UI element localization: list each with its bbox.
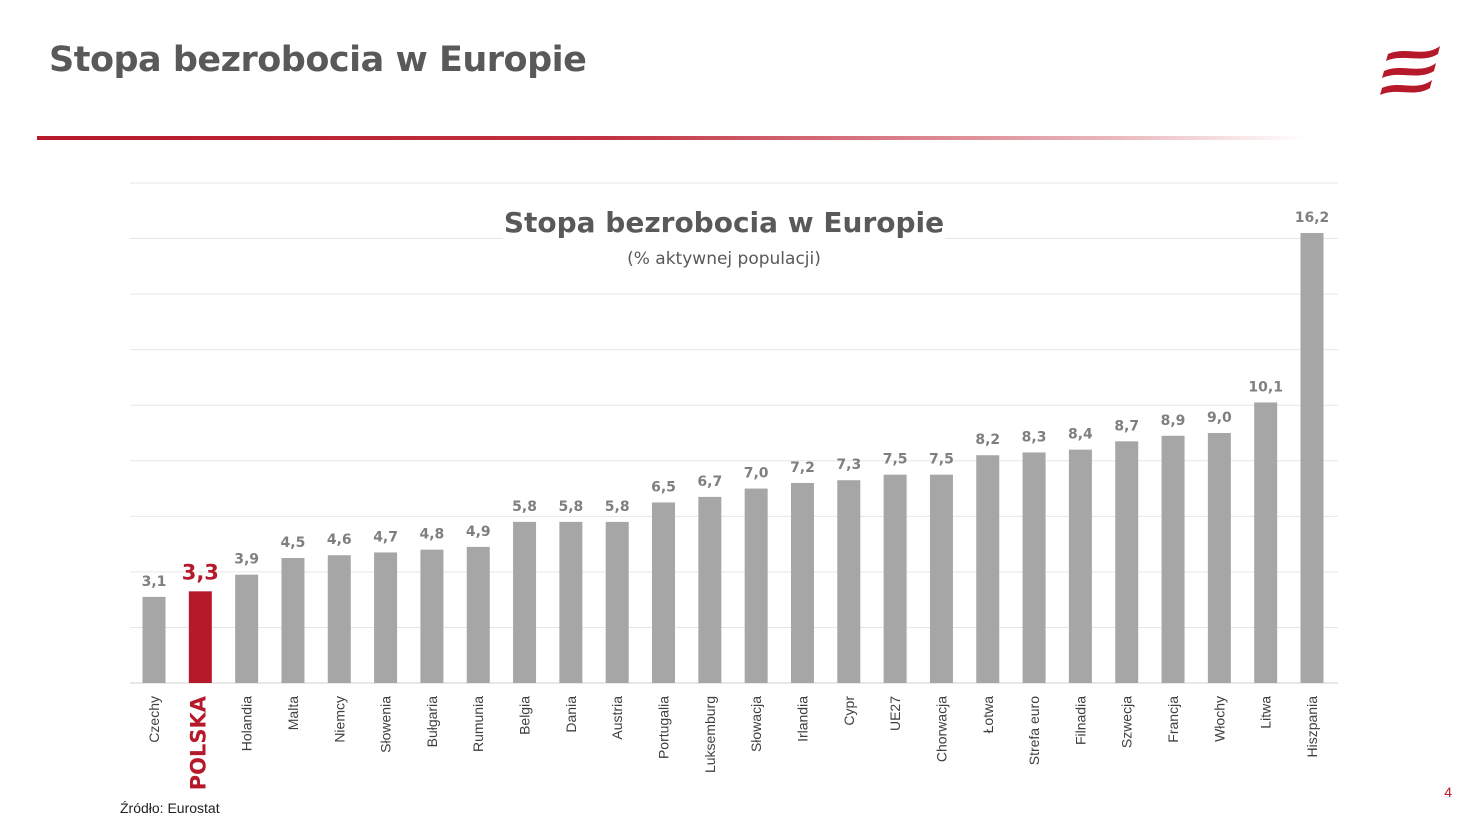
- category-label-25: Hiszpania: [1304, 696, 1320, 758]
- category-label-20: Filnadia: [1072, 696, 1088, 745]
- chart-title: Stopa bezrobocia w Europie: [504, 206, 944, 239]
- value-label-21: 8,7: [1114, 418, 1139, 434]
- value-label-19: 8,3: [1022, 429, 1047, 445]
- bar-3: [281, 558, 305, 683]
- value-label-11: 6,5: [651, 479, 676, 495]
- bar-15: [837, 480, 861, 683]
- value-label-10: 5,8: [605, 499, 630, 515]
- value-label-13: 7,0: [744, 466, 769, 482]
- value-label-25: 16,2: [1295, 210, 1330, 226]
- category-label-9: Dania: [563, 696, 579, 733]
- category-label-14: Irlandia: [794, 696, 810, 742]
- bar-17: [929, 474, 953, 683]
- category-label-10: Austria: [609, 696, 625, 740]
- slide-title: Stopa bezrobocia w Europie: [49, 40, 587, 80]
- category-label-16: UE27: [887, 696, 903, 731]
- category-label-13: Słowacja: [748, 696, 764, 752]
- bar-21: [1115, 441, 1139, 683]
- bar-2: [235, 574, 259, 683]
- category-label-23: Włochy: [1211, 696, 1227, 742]
- bar-18: [976, 455, 1000, 683]
- bar-9: [559, 521, 583, 683]
- brand-flag-icon: [1380, 46, 1440, 95]
- bar-10: [605, 521, 629, 683]
- bar-16: [883, 474, 907, 683]
- value-label-0: 3,1: [142, 574, 167, 590]
- value-label-2: 3,9: [234, 552, 259, 568]
- category-label-4: Niemcy: [331, 696, 347, 743]
- value-label-20: 8,4: [1068, 427, 1093, 443]
- value-label-14: 7,2: [790, 460, 815, 476]
- bar-7: [466, 546, 490, 683]
- bar-24: [1254, 402, 1278, 683]
- category-label-22: Francja: [1165, 696, 1181, 743]
- category-label-18: Łotwa: [980, 696, 996, 734]
- category-label-8: Belgia: [517, 696, 533, 735]
- value-label-6: 4,8: [420, 527, 445, 543]
- category-label-19: Strefa euro: [1026, 696, 1042, 765]
- bar-12: [698, 496, 722, 683]
- value-label-24: 10,1: [1248, 379, 1283, 395]
- category-label-21: Szwecja: [1119, 696, 1135, 748]
- category-label-2: Holandia: [239, 696, 255, 751]
- bar-4: [327, 555, 351, 683]
- header-divider: [37, 136, 1307, 140]
- category-label-17: Chorwacja: [933, 696, 949, 762]
- category-label-1: POLSKA: [186, 695, 210, 790]
- value-label-15: 7,3: [836, 457, 861, 473]
- bar-11: [652, 502, 676, 683]
- bar-19: [1022, 452, 1046, 683]
- bar-14: [790, 483, 814, 683]
- value-label-8: 5,8: [512, 499, 537, 515]
- bar-23: [1207, 433, 1231, 683]
- chart-title-backdrop: [503, 200, 945, 246]
- value-label-12: 6,7: [697, 474, 722, 490]
- chart-subtitle: (% aktywnej populacji): [627, 249, 821, 269]
- value-label-23: 9,0: [1207, 410, 1232, 426]
- value-label-7: 4,9: [466, 524, 491, 540]
- value-label-18: 8,2: [975, 432, 1000, 448]
- category-label-15: Cypr: [841, 696, 857, 726]
- value-label-1: 3,3: [182, 560, 219, 584]
- bar-5: [374, 552, 398, 683]
- category-label-7: Rumunia: [470, 696, 486, 752]
- category-label-0: Czechy: [146, 696, 162, 743]
- bar-13: [744, 488, 768, 683]
- value-label-5: 4,7: [373, 529, 398, 545]
- bar-22: [1161, 435, 1185, 683]
- category-label-11: Portugalia: [656, 696, 672, 759]
- bar-25: [1300, 233, 1324, 683]
- value-label-17: 7,5: [929, 452, 954, 468]
- value-label-3: 4,5: [281, 535, 306, 551]
- category-label-3: Malta: [285, 696, 301, 730]
- category-label-12: Luksemburg: [702, 696, 718, 773]
- category-label-6: Bułgaria: [424, 696, 440, 748]
- value-label-22: 8,9: [1161, 413, 1186, 429]
- value-label-9: 5,8: [558, 499, 583, 515]
- bar-6: [420, 549, 444, 683]
- category-label-24: Litwa: [1258, 696, 1274, 729]
- bar-0: [142, 596, 166, 683]
- source-note: Źródło: Eurostat: [120, 800, 220, 816]
- category-label-5: Słowenia: [378, 696, 394, 753]
- bar-8: [513, 521, 537, 683]
- value-label-16: 7,5: [883, 452, 908, 468]
- bar-20: [1068, 449, 1092, 683]
- page-number: 4: [1444, 784, 1452, 800]
- value-label-4: 4,6: [327, 532, 352, 548]
- bar-1: [188, 591, 212, 683]
